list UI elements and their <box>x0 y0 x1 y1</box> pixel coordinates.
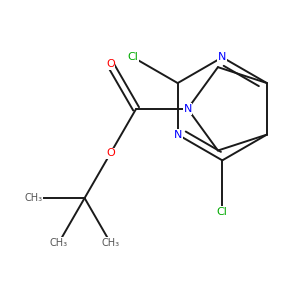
Text: CH₃: CH₃ <box>24 193 42 203</box>
Text: N: N <box>218 52 226 62</box>
Text: N: N <box>173 130 182 140</box>
Text: O: O <box>106 59 115 69</box>
Text: O: O <box>106 148 115 158</box>
Text: N: N <box>184 104 192 114</box>
Text: Cl: Cl <box>128 52 139 62</box>
Text: CH₃: CH₃ <box>101 238 119 248</box>
Text: Cl: Cl <box>217 207 228 217</box>
Text: CH₃: CH₃ <box>50 238 68 248</box>
